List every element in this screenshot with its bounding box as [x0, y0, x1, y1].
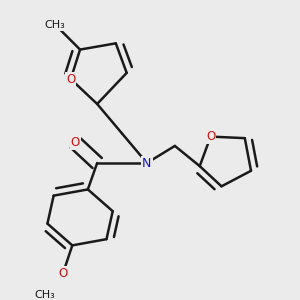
- Text: O: O: [206, 130, 215, 143]
- Text: CH₃: CH₃: [34, 290, 55, 300]
- Text: O: O: [71, 136, 80, 149]
- Text: O: O: [66, 73, 75, 85]
- Text: N: N: [142, 157, 152, 169]
- Text: O: O: [58, 267, 68, 280]
- Text: CH₃: CH₃: [45, 20, 66, 30]
